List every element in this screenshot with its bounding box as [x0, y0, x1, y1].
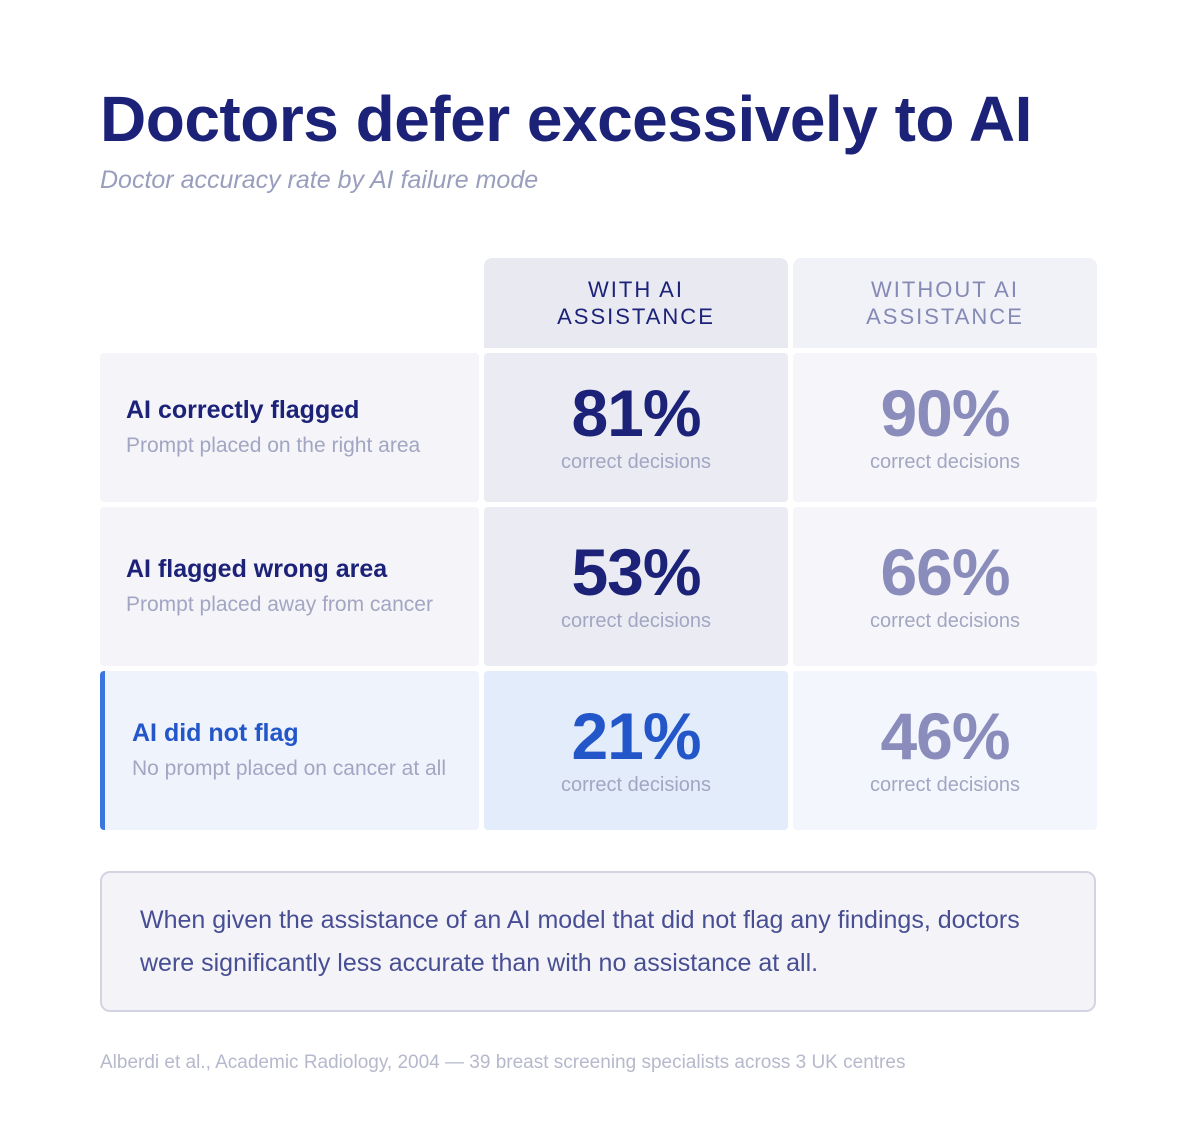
row-title: AI flagged wrong area	[126, 555, 388, 583]
source-citation: Alberdi et al., Academic Radiology, 2004…	[100, 1052, 906, 1073]
cell-wrong-area-with-ai: 53% correct decisions	[484, 507, 788, 666]
value-label: 53%	[571, 535, 701, 609]
chart-subtitle: Doctor accuracy rate by AI failure mode	[100, 166, 539, 194]
cell-correctly-flagged-with-ai: 81% correct decisions	[484, 353, 788, 502]
row-subtitle: Prompt placed away from cancer	[126, 593, 433, 616]
unit-label: correct decisions	[869, 610, 1021, 632]
callout-box: When given the assistance of an AI model…	[100, 871, 1096, 1012]
value-label: 46%	[880, 699, 1010, 773]
column-header-without-ai: WITHOUT AI ASSISTANCE	[793, 258, 1097, 348]
row-title: AI correctly flagged	[126, 396, 360, 424]
row-header-did-not-flag: AI did not flag No prompt placed on canc…	[100, 671, 479, 830]
unit-label: correct decisions	[869, 451, 1021, 473]
chart-title: Doctors defer excessively to AI	[100, 83, 1032, 155]
cell-correctly-flagged-without-ai: 90% correct decisions	[793, 353, 1097, 502]
row-subtitle: Prompt placed on the right area	[126, 434, 421, 457]
value-label: 81%	[571, 376, 701, 450]
value-label: 90%	[880, 376, 1010, 450]
cell-did-not-flag-without-ai: 46% correct decisions	[793, 671, 1097, 830]
unit-label: correct decisions	[560, 610, 712, 632]
callout-text: When given the assistance of an AI model…	[140, 905, 1020, 977]
row-header-wrong-area: AI flagged wrong area Prompt placed away…	[100, 507, 479, 666]
row-subtitle: No prompt placed on cancer at all	[132, 757, 447, 780]
row-title: AI did not flag	[132, 719, 299, 747]
unit-label: correct decisions	[869, 774, 1021, 796]
cell-wrong-area-without-ai: 66% correct decisions	[793, 507, 1097, 666]
column-header-with-ai: WITH AI ASSISTANCE	[484, 258, 788, 348]
unit-label: correct decisions	[560, 774, 712, 796]
value-label: 21%	[571, 699, 701, 773]
value-label: 66%	[880, 535, 1010, 609]
row-header-correctly-flagged: AI correctly flagged Prompt placed on th…	[100, 353, 479, 502]
accuracy-table: WITH AI ASSISTANCE WITHOUT AI ASSISTANCE…	[100, 258, 1097, 830]
cell-did-not-flag-with-ai: 21% correct decisions	[484, 671, 788, 830]
unit-label: correct decisions	[560, 451, 712, 473]
table-corner	[100, 258, 479, 348]
